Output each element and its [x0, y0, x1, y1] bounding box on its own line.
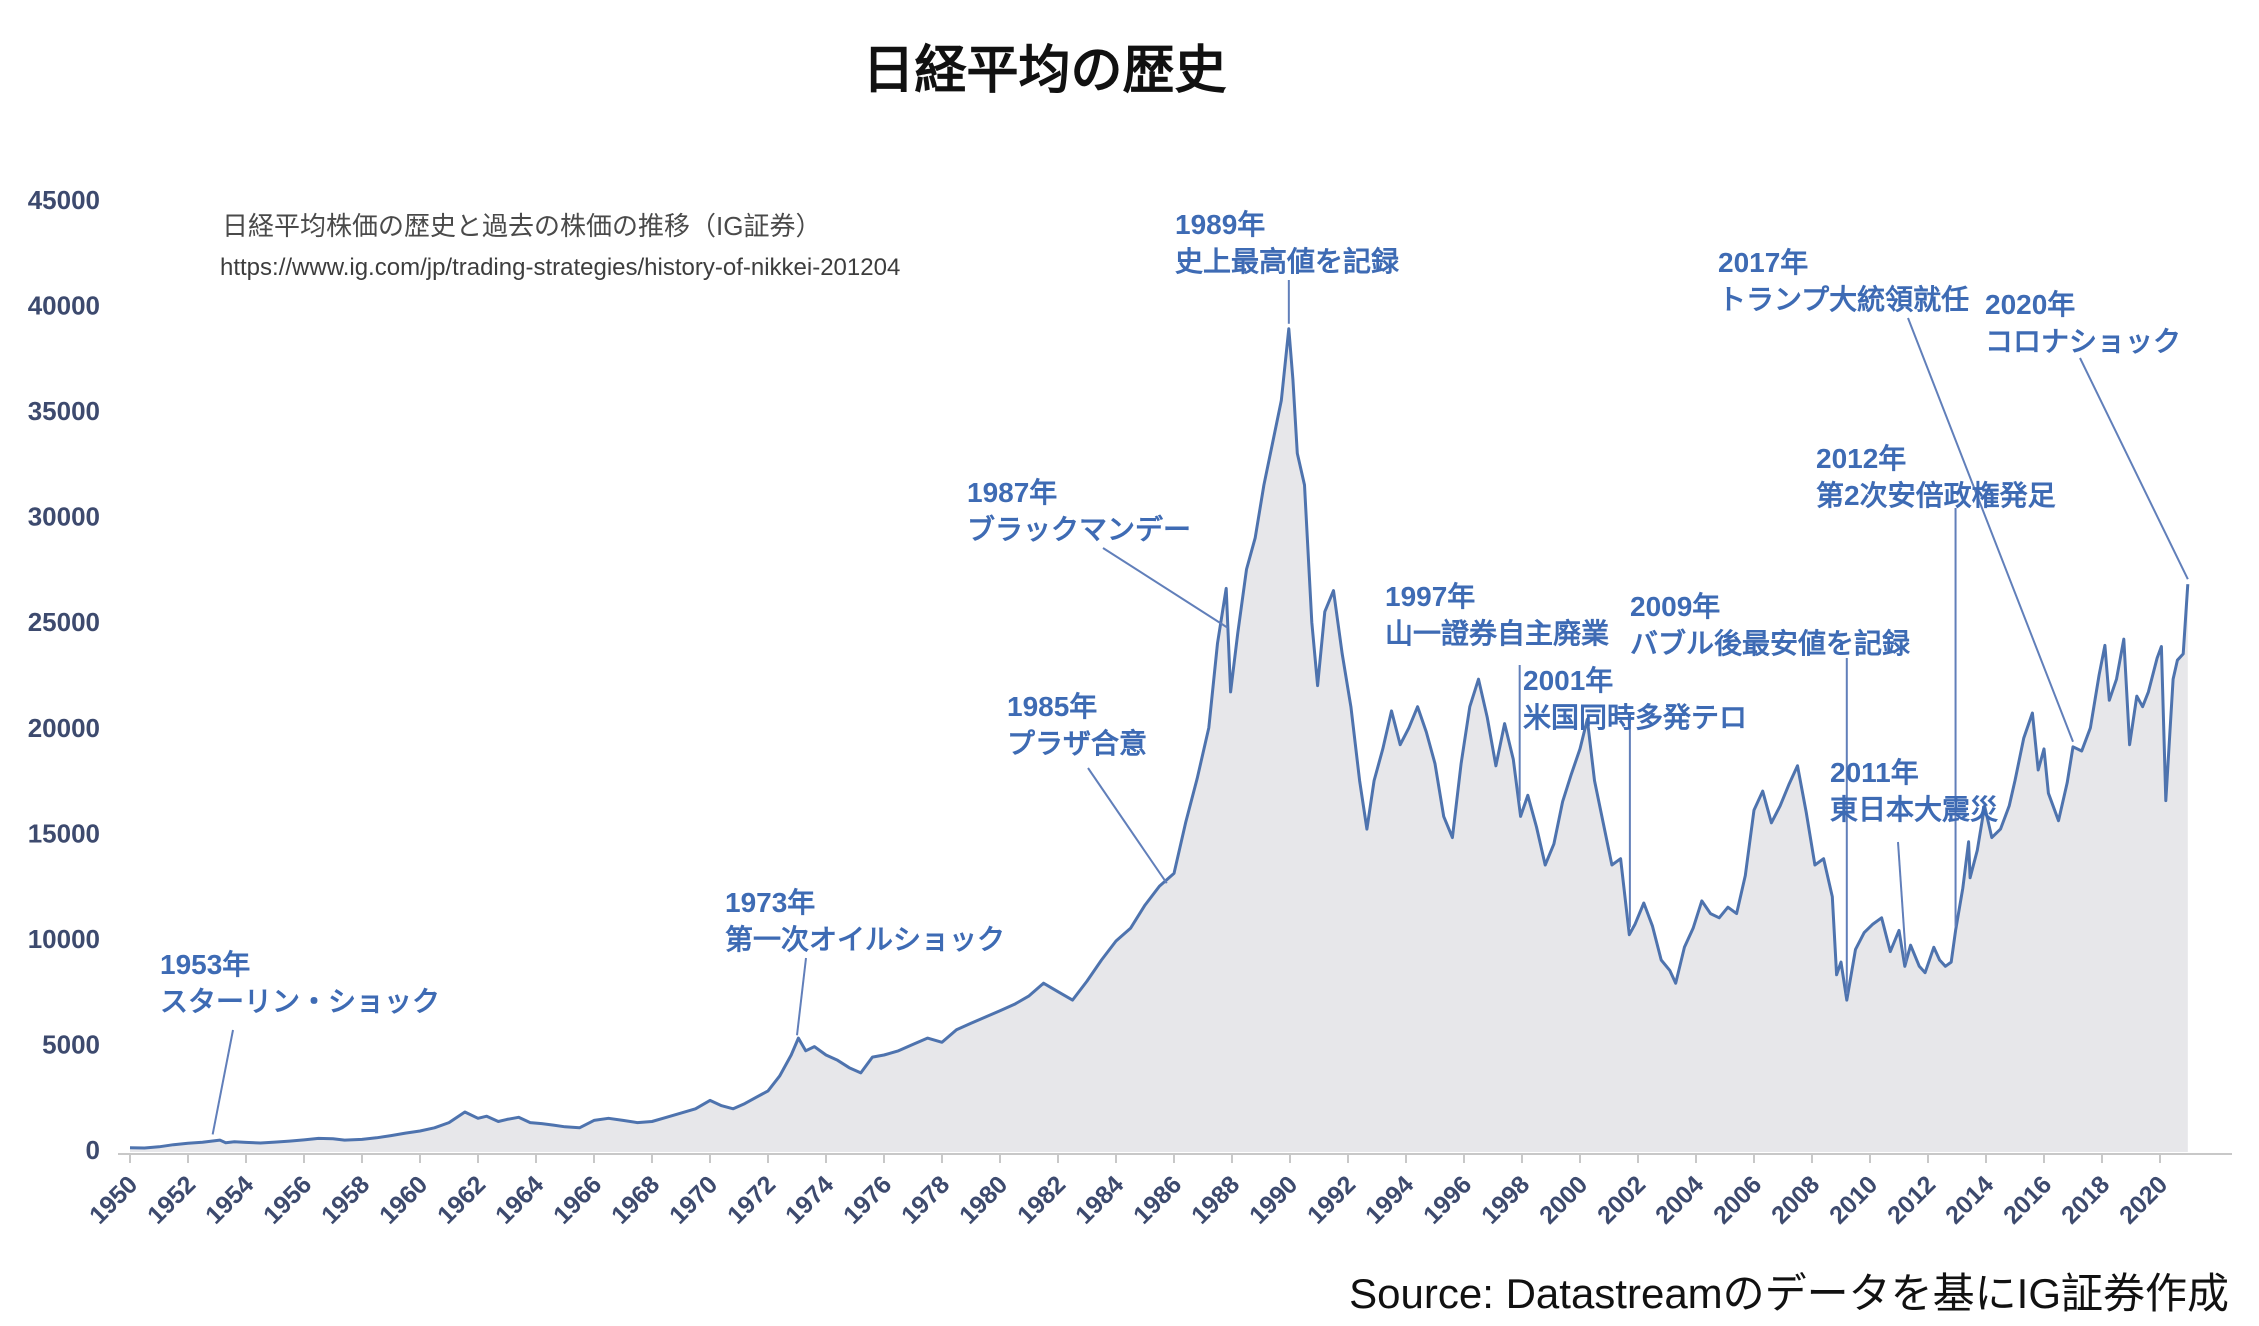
annotation-event: バブル後最安値を記録 [1630, 628, 1911, 659]
annotation-abe2012: 2012年第2次安倍政権発足 [1816, 440, 2056, 514]
x-tick-label: 1990 [1244, 1170, 1303, 1229]
x-tick-label: 1988 [1186, 1170, 1245, 1229]
annotation-event: コロナショック [1985, 326, 2182, 357]
annotation-year: 2011年 [1830, 757, 1919, 788]
y-tick-label: 40000 [28, 291, 100, 321]
y-tick-label: 25000 [28, 607, 100, 637]
annotation-year: 1985年 [1007, 691, 1098, 722]
annotation-leader-corona2020 [2079, 357, 2189, 580]
x-tick-label: 1958 [316, 1170, 375, 1229]
area-fill [130, 328, 2188, 1152]
annotation-leader-stalin1953 [211, 1029, 234, 1135]
source-attribution: Source: Datastreamのデータを基にIG証券作成 [1349, 1270, 2229, 1317]
x-tick-label: 1970 [664, 1170, 723, 1229]
annotation-event: ブラックマンデー [967, 514, 1192, 545]
annotation-oil1973: 1973年第一次オイルショック [725, 884, 1005, 958]
x-tick-label: 2012 [1882, 1170, 1941, 1229]
chart-caption-url: https://www.ig.com/jp/trading-strategies… [220, 254, 901, 281]
x-tick-label: 1994 [1360, 1170, 1419, 1229]
annotation-event: 東日本大震災 [1830, 794, 1999, 825]
annotation-event: 史上最高値を記録 [1175, 246, 1400, 277]
x-tick-label: 1996 [1418, 1170, 1477, 1229]
x-tick-label: 2002 [1592, 1170, 1651, 1229]
x-tick-label: 1976 [838, 1170, 897, 1229]
annotation-year: 1989年 [1175, 209, 1266, 240]
annotation-plaza1985: 1985年プラザ合意 [1007, 688, 1147, 762]
annotation-leader-oil1973 [796, 957, 807, 1036]
annotation-leader-blackmonday1987 [1102, 547, 1229, 629]
x-tick-label: 2016 [1998, 1170, 2057, 1229]
annotation-low2009: 2009年バブル後最安値を記録 [1630, 588, 1910, 662]
annotation-event: スターリン・ショック [160, 986, 441, 1017]
annotation-year: 2001年 [1523, 665, 1614, 696]
x-tick-label: 2008 [1766, 1170, 1825, 1229]
chart-title: 日経平均の歴史 [862, 42, 1227, 100]
x-tick-label: 1954 [200, 1170, 259, 1229]
chart-caption: 日経平均株価の歴史と過去の株価の推移（IG証券） [222, 211, 822, 241]
annotation-event: プラザ合意 [1007, 728, 1148, 759]
annotation-leader-quake2011 [1897, 841, 1908, 963]
annotation-event: 山一證券自主廃業 [1385, 618, 1610, 649]
x-tick-label: 1966 [548, 1170, 607, 1229]
x-tick-label: 1978 [896, 1170, 955, 1229]
y-tick-label: 20000 [28, 713, 100, 743]
price-line [129, 327, 2190, 1150]
annotation-event: 米国同時多発テロ [1523, 702, 1748, 733]
y-tick-label: 5000 [42, 1029, 100, 1059]
x-tick-label: 1950 [84, 1170, 143, 1229]
x-tick-label: 2010 [1824, 1170, 1883, 1229]
x-tick-label: 1992 [1302, 1170, 1361, 1229]
y-tick-label: 10000 [28, 924, 100, 954]
x-tick-label: 1964 [490, 1170, 549, 1229]
annotation-peak1989: 1989年史上最高値を記録 [1175, 206, 1399, 280]
annotation-blackmonday1987: 1987年ブラックマンデー [967, 474, 1191, 548]
y-tick-label: 0 [86, 1135, 100, 1165]
annotation-year: 2020年 [1985, 289, 2076, 320]
x-tick-label: 1998 [1476, 1170, 1535, 1229]
y-tick-label: 30000 [28, 502, 100, 532]
x-tick-label: 2006 [1708, 1170, 1767, 1229]
annotation-year: 2009年 [1630, 591, 1721, 622]
annotation-year: 1973年 [725, 887, 816, 918]
x-tick-label: 1956 [258, 1170, 317, 1229]
annotation-quake2011: 2011年東日本大震災 [1830, 754, 1998, 828]
x-tick-label: 1986 [1128, 1170, 1187, 1229]
x-tick-label: 1960 [374, 1170, 433, 1229]
annotation-year: 2012年 [1816, 443, 1907, 474]
x-tick-label: 1974 [780, 1170, 839, 1229]
annotation-yamaichi1997: 1997年山一證券自主廃業 [1385, 578, 1609, 652]
annotation-leader-trump2017 [1907, 317, 2074, 743]
x-tick-label: 1952 [142, 1170, 201, 1229]
annotation-year: 1953年 [160, 949, 251, 980]
x-tick-label: 1980 [954, 1170, 1013, 1229]
annotation-year: 1997年 [1385, 581, 1476, 612]
x-tick-label: 1982 [1012, 1170, 1071, 1229]
x-tick-label: 2004 [1650, 1170, 1709, 1229]
annotation-event: 第2次安倍政権発足 [1816, 480, 2056, 511]
annotation-corona2020: 2020年コロナショック [1985, 286, 2181, 360]
y-tick-label: 35000 [28, 396, 100, 426]
x-tick-label: 1968 [606, 1170, 665, 1229]
annotation-leader-plaza1985 [1087, 767, 1168, 884]
x-tick-label: 2000 [1534, 1170, 1593, 1229]
y-tick-label: 15000 [28, 818, 100, 848]
annotation-stalin1953: 1953年スターリン・ショック [160, 946, 440, 1020]
x-tick-label: 2020 [2114, 1170, 2173, 1229]
x-tick-label: 1984 [1070, 1170, 1129, 1229]
x-tick-label: 1972 [722, 1170, 781, 1229]
x-tick-label: 2018 [2056, 1170, 2115, 1229]
annotation-terror2001: 2001年米国同時多発テロ [1523, 662, 1747, 736]
x-tick-label: 1962 [432, 1170, 491, 1229]
annotation-event: トランプ大統領就任 [1718, 284, 1970, 315]
x-tick-label: 2014 [1940, 1170, 1999, 1229]
annotation-year: 1987年 [967, 477, 1058, 508]
y-tick-label: 45000 [28, 185, 100, 215]
annotation-trump2017: 2017年トランプ大統領就任 [1718, 244, 1969, 318]
annotation-year: 2017年 [1718, 247, 1809, 278]
annotation-event: 第一次オイルショック [725, 924, 1006, 955]
